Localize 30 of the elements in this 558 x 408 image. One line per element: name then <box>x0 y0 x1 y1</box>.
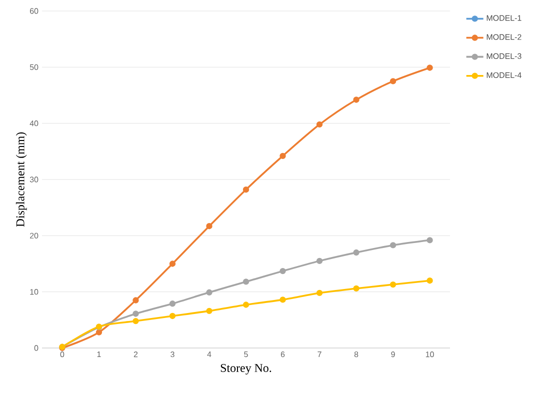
point <box>426 64 433 71</box>
point <box>426 237 433 244</box>
point <box>242 278 250 285</box>
point <box>242 186 250 193</box>
point <box>316 121 323 128</box>
point <box>169 300 176 307</box>
point <box>280 296 286 303</box>
point <box>316 258 323 264</box>
point <box>132 318 139 324</box>
point <box>316 290 323 296</box>
point <box>353 285 360 292</box>
x-axis-title: Storey No. <box>220 364 272 374</box>
point <box>390 78 396 84</box>
point <box>169 260 176 267</box>
point <box>353 96 360 103</box>
y-axis-title: Displacement (mm) <box>16 132 27 227</box>
point <box>280 152 286 159</box>
point <box>242 302 250 308</box>
point <box>426 278 433 284</box>
point <box>169 312 176 320</box>
point <box>353 249 360 256</box>
point <box>96 329 102 336</box>
point <box>206 223 212 230</box>
point <box>132 310 139 317</box>
point <box>132 297 139 304</box>
point <box>390 281 396 288</box>
point <box>206 289 212 296</box>
point <box>206 308 212 314</box>
point <box>280 268 286 274</box>
point <box>390 242 396 248</box>
